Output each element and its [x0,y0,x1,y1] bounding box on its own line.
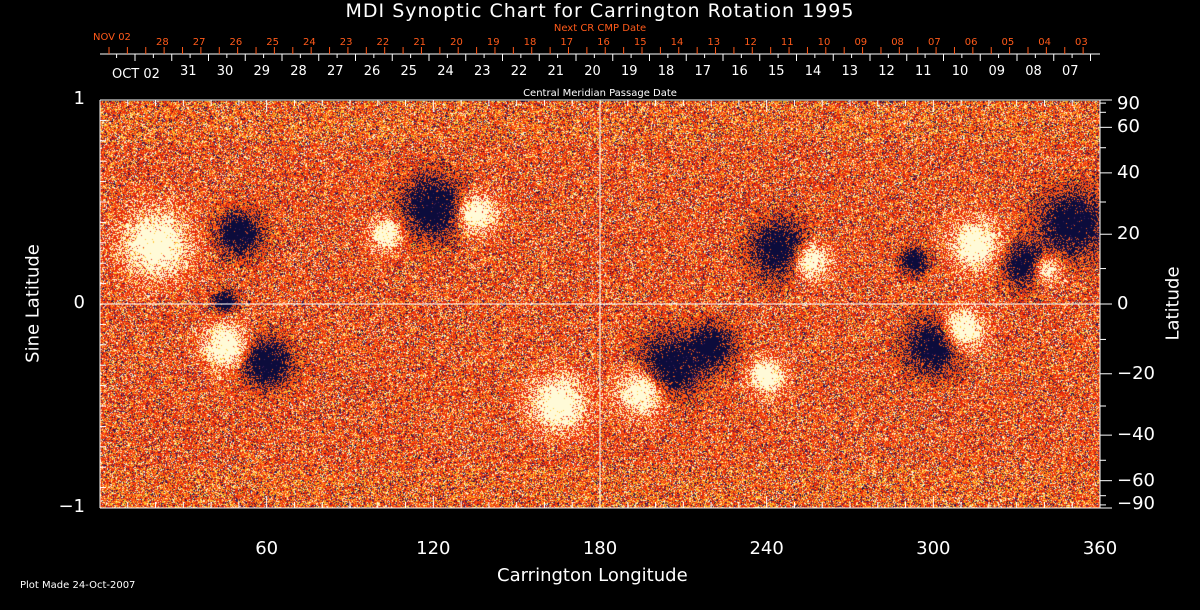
next-cmp-date-label: 04 [1038,37,1051,48]
next-cmp-date-label: 03 [1075,37,1088,48]
x-tick-label: 360 [1082,538,1118,559]
next-cmp-date-label: 20 [450,37,463,48]
next-cmp-date-label: 16 [597,37,610,48]
cmp-date-label: 30 [216,64,234,79]
y-tick-label-right: 90 [1117,93,1140,114]
next-cmp-date-label: 23 [339,37,353,48]
cmp-date-label: Central Meridian Passage Date [523,88,677,99]
y-tick-label-right: −20 [1117,362,1155,384]
next-cmp-date-label: 24 [303,37,316,48]
next-cr-cmp-label: Next CR CMP Date [553,23,647,34]
y-tick-label-right: −40 [1117,424,1155,446]
next-cmp-date-label: 06 [964,37,978,48]
cmp-date-label: 13 [841,64,859,79]
cmp-date-label: 07 [1062,64,1079,79]
next-cmp-date-label: 18 [523,37,537,48]
cmp-date-label: 25 [400,64,418,79]
next-cmp-date-label: 11 [780,37,794,48]
cmp-date-label: 18 [657,64,675,79]
x-axis-label: Carrington Longitude [497,565,688,586]
y-tick-label-right: −90 [1117,493,1155,514]
y-tick-label-right: 20 [1117,223,1140,245]
cmp-date-label: 22 [510,64,528,79]
y-tick-label-left: −1 [58,496,85,517]
y-tick-label-right: −60 [1117,469,1155,491]
next-cmp-date-label: 08 [891,37,904,48]
chart-title: MDI Synoptic Chart for Carrington Rotati… [345,0,855,22]
cmp-date-label: 10 [951,64,969,79]
next-cmp-date-label: 05 [1001,37,1015,48]
cmp-date-label: OCT 02 [112,67,160,82]
y-tick-label-right: 40 [1117,161,1140,183]
next-cmp-date-label: 21 [413,37,427,48]
next-cmp-date-label: 09 [854,37,868,48]
next-cmp-date-label: 14 [670,37,684,48]
plot-made-date: Plot Made 24-Oct-2007 [20,580,136,591]
cmp-date-label: 11 [915,64,932,79]
x-tick-label: 240 [749,538,784,559]
next-cmp-date-label: 15 [633,37,647,48]
next-cmp-date-label: 27 [192,37,206,48]
next-cmp-date-label: 25 [266,37,279,48]
next-cmp-date-label: 22 [376,37,390,48]
next-cmp-date-label: NOV 02 [93,32,131,43]
cmp-date-label: 16 [731,64,748,79]
cmp-date-label: 26 [363,64,381,79]
x-tick-label: 120 [416,538,451,559]
y-tick-label-right: 0 [1117,293,1129,314]
next-cmp-date-label: 12 [744,37,757,48]
next-cmp-date-label: 13 [707,37,721,48]
cmp-date-label: 23 [474,64,491,79]
cmp-date-label: 12 [878,64,895,79]
cmp-date-label: 19 [621,64,638,79]
cmp-date-label: 29 [253,64,271,79]
next-cmp-date-label: 28 [156,37,169,48]
cmp-date-label: 08 [1025,64,1042,79]
cmp-date-label: 20 [584,64,601,79]
x-tick-label: 180 [582,538,618,559]
next-cmp-date-label: 17 [560,37,574,48]
y-tick-label-left: 1 [73,88,85,109]
cmp-date-label: 17 [694,64,712,79]
y-tick-label-left: 0 [73,292,85,313]
x-tick-label: 60 [255,538,279,559]
next-cmp-date-label: 19 [486,37,500,48]
cmp-date-label: 24 [437,64,454,79]
cmp-date-label: 14 [804,64,822,79]
y-axis-label-left: Sine Latitude [22,244,44,363]
cmp-date-label: 27 [327,64,344,79]
next-cmp-date-label: 10 [817,37,831,48]
cmp-date-label: 15 [768,64,785,79]
y-tick-label-right: 60 [1117,116,1140,138]
cmp-date-label: 09 [988,64,1006,79]
next-cmp-date-label: 26 [229,37,243,48]
cmp-date-label: 28 [290,64,307,79]
x-tick-label: 300 [916,538,951,559]
next-cmp-date-label: 07 [927,37,941,48]
y-axis-label-right: Latitude [1162,266,1184,341]
cmp-date-label: 31 [180,64,197,79]
cmp-date-label: 21 [547,64,565,79]
